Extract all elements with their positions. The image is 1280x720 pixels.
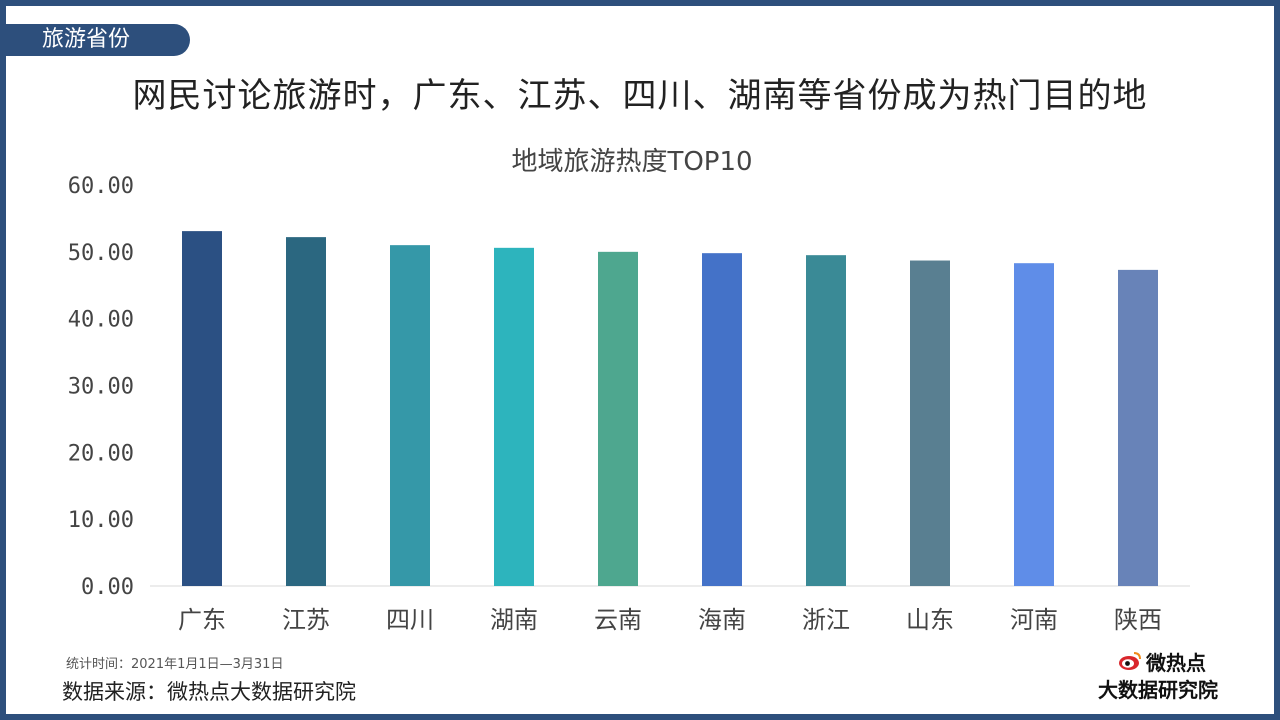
x-tick-label: 山东 xyxy=(906,606,954,634)
y-tick-label: 30.00 xyxy=(68,375,134,400)
bars xyxy=(182,231,1158,587)
bar-10 xyxy=(1118,269,1158,586)
logo-top-text: 微热点 xyxy=(1146,650,1206,675)
y-axis: 0.00 10.00 20.00 30.00 40.00 50.00 60.00 xyxy=(68,174,134,600)
stat-period-note: 统计时间：2021年1月1日—3月31日 xyxy=(66,657,284,672)
bar-7 xyxy=(806,255,846,587)
y-tick-label: 20.00 xyxy=(68,441,134,466)
x-tick-label: 陕西 xyxy=(1114,606,1162,634)
x-tick-label: 江苏 xyxy=(282,606,330,634)
page-headline: 网民讨论旅游时，广东、江苏、四川、湖南等省份成为热门目的地 xyxy=(132,76,1148,116)
chart-title: 地域旅游热度TOP10 xyxy=(511,147,752,177)
y-tick-label: 50.00 xyxy=(68,241,134,266)
y-tick-label: 0.00 xyxy=(81,575,134,600)
bar-4 xyxy=(494,247,534,586)
x-tick-label: 海南 xyxy=(698,606,746,634)
y-tick-label: 40.00 xyxy=(68,308,134,333)
x-tick-label: 湖南 xyxy=(490,606,538,634)
bar-3 xyxy=(390,245,430,586)
y-tick-label: 10.00 xyxy=(68,508,134,533)
x-tick-label: 云南 xyxy=(594,606,642,634)
logo: 微热点 大数据研究院 xyxy=(1098,648,1238,703)
section-tag: 旅游省份 xyxy=(6,24,190,56)
bar-5 xyxy=(598,251,638,587)
bar-1 xyxy=(182,231,222,587)
x-tick-label: 四川 xyxy=(386,606,434,634)
x-tick-label: 河南 xyxy=(1010,606,1058,634)
data-source: 数据来源：微热点大数据研究院 xyxy=(62,680,356,704)
y-tick-label: 60.00 xyxy=(68,174,134,199)
bar-2 xyxy=(286,237,326,586)
logo-bottom-text: 大数据研究院 xyxy=(1098,678,1218,702)
logo-top: 微热点 xyxy=(1118,648,1206,675)
x-axis: 广东 江苏 四川 湖南 云南 海南 浙江 山东 河南 陕西 xyxy=(178,606,1162,634)
bar-8 xyxy=(910,260,950,586)
x-tick-label: 浙江 xyxy=(802,606,850,634)
bar-9 xyxy=(1014,263,1054,586)
x-tick-label: 广东 xyxy=(178,606,226,634)
bar-6 xyxy=(702,253,742,587)
weibo-eye-icon xyxy=(1119,652,1141,670)
